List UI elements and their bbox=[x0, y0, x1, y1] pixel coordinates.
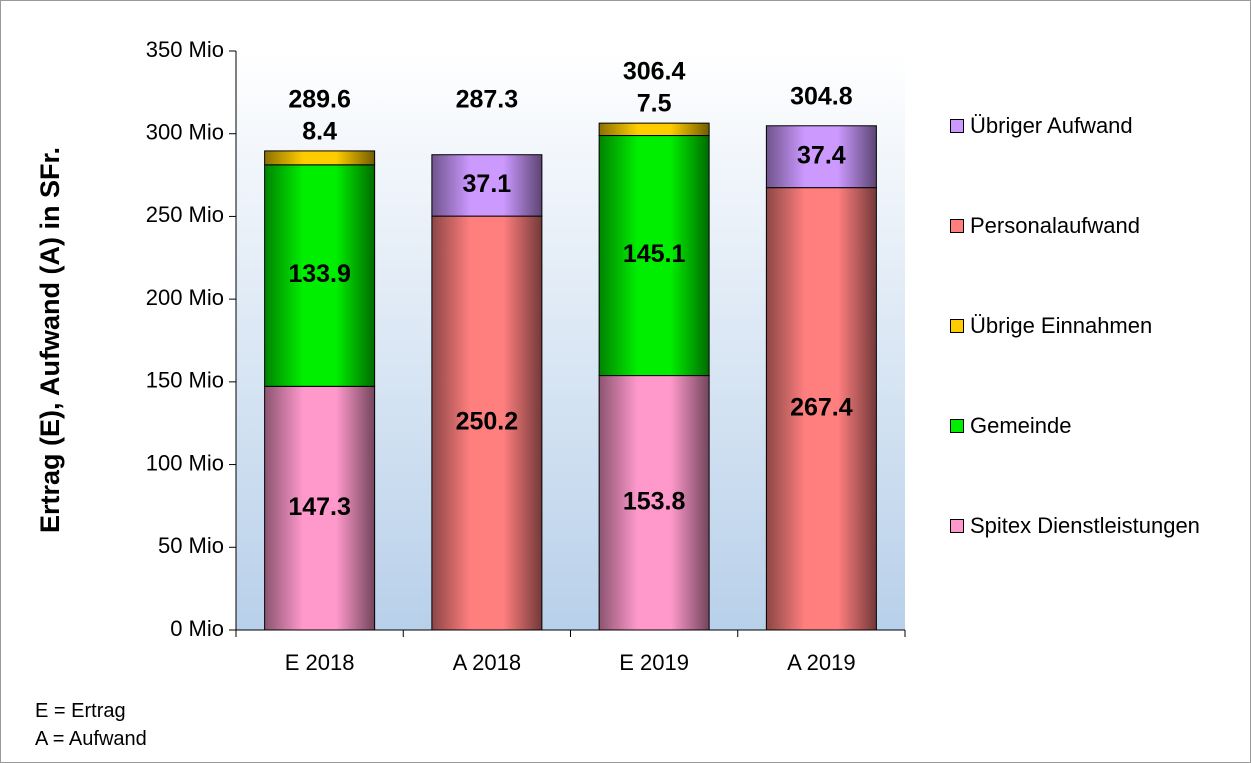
legend-swatch bbox=[950, 419, 964, 433]
y-tick-label: 50 Mio bbox=[158, 533, 224, 558]
total-label: 287.3 bbox=[456, 86, 519, 114]
footnote: A = Aufwand bbox=[35, 728, 147, 750]
y-tick-label: 350 Mio bbox=[146, 37, 224, 62]
y-tick-label: 300 Mio bbox=[146, 120, 224, 145]
bar-segment bbox=[264, 385, 376, 631]
y-tick-label: 250 Mio bbox=[146, 202, 224, 227]
bar-segment bbox=[264, 164, 376, 387]
bar-segment bbox=[598, 135, 710, 377]
data-label: 37.4 bbox=[797, 141, 846, 169]
bar-segment bbox=[431, 215, 543, 631]
bar-segment bbox=[431, 154, 543, 217]
y-tick-label: 100 Mio bbox=[146, 450, 224, 475]
legend-label: Gemeinde bbox=[970, 413, 1072, 438]
legend-label: Übrige Einnahmen bbox=[970, 313, 1153, 338]
x-tick-label: E 2019 bbox=[619, 650, 689, 675]
data-label: 8.4 bbox=[302, 118, 337, 146]
data-label: 7.5 bbox=[637, 90, 672, 118]
y-tick-label: 0 Mio bbox=[170, 616, 224, 641]
data-label: 153.8 bbox=[623, 487, 686, 515]
bar-segment bbox=[765, 125, 877, 189]
legend-label: Übriger Aufwand bbox=[970, 113, 1133, 138]
legend-label: Spitex Dienstleistungen bbox=[970, 513, 1200, 538]
total-label: 306.4 bbox=[623, 58, 686, 86]
bar-segment bbox=[264, 150, 376, 166]
y-tick-label: 150 Mio bbox=[146, 368, 224, 393]
x-tick-label: A 2018 bbox=[453, 650, 522, 675]
bar-segment bbox=[765, 187, 877, 631]
x-tick-label: E 2018 bbox=[285, 650, 355, 675]
data-label: 250.2 bbox=[456, 408, 519, 436]
legend-swatch bbox=[950, 319, 964, 333]
total-label: 304.8 bbox=[790, 82, 853, 110]
data-label: 133.9 bbox=[288, 260, 351, 288]
bar-segment bbox=[598, 375, 710, 631]
data-label: 147.3 bbox=[288, 493, 351, 521]
legend-swatch bbox=[950, 219, 964, 233]
legend-swatch bbox=[950, 519, 964, 533]
legend: Übriger Aufwand Personalaufwand Übrige Ein… bbox=[950, 112, 1250, 612]
y-axis-label: Ertrag (E), Aufwand (A) in SFr. bbox=[35, 147, 65, 533]
x-tick-label: A 2019 bbox=[787, 650, 856, 675]
legend-label: Personalaufwand bbox=[970, 213, 1141, 238]
data-label: 145.1 bbox=[623, 240, 686, 268]
legend-entry: Spitex Dienstleistungen bbox=[950, 512, 1250, 612]
legend-entry: Übriger Aufwand bbox=[950, 112, 1250, 212]
data-label: 267.4 bbox=[790, 393, 853, 421]
data-label: 37.1 bbox=[463, 170, 512, 198]
legend-entry: Übrige Einnahmen bbox=[950, 312, 1250, 412]
total-label: 289.6 bbox=[288, 86, 351, 114]
legend-entry: Personalaufwand bbox=[950, 212, 1250, 312]
legend-entry: Gemeinde bbox=[950, 412, 1250, 512]
y-tick-label: 200 Mio bbox=[146, 285, 224, 310]
legend-swatch bbox=[950, 119, 964, 133]
bar-segment bbox=[598, 122, 710, 137]
footnote: E = Ertrag bbox=[35, 700, 126, 722]
